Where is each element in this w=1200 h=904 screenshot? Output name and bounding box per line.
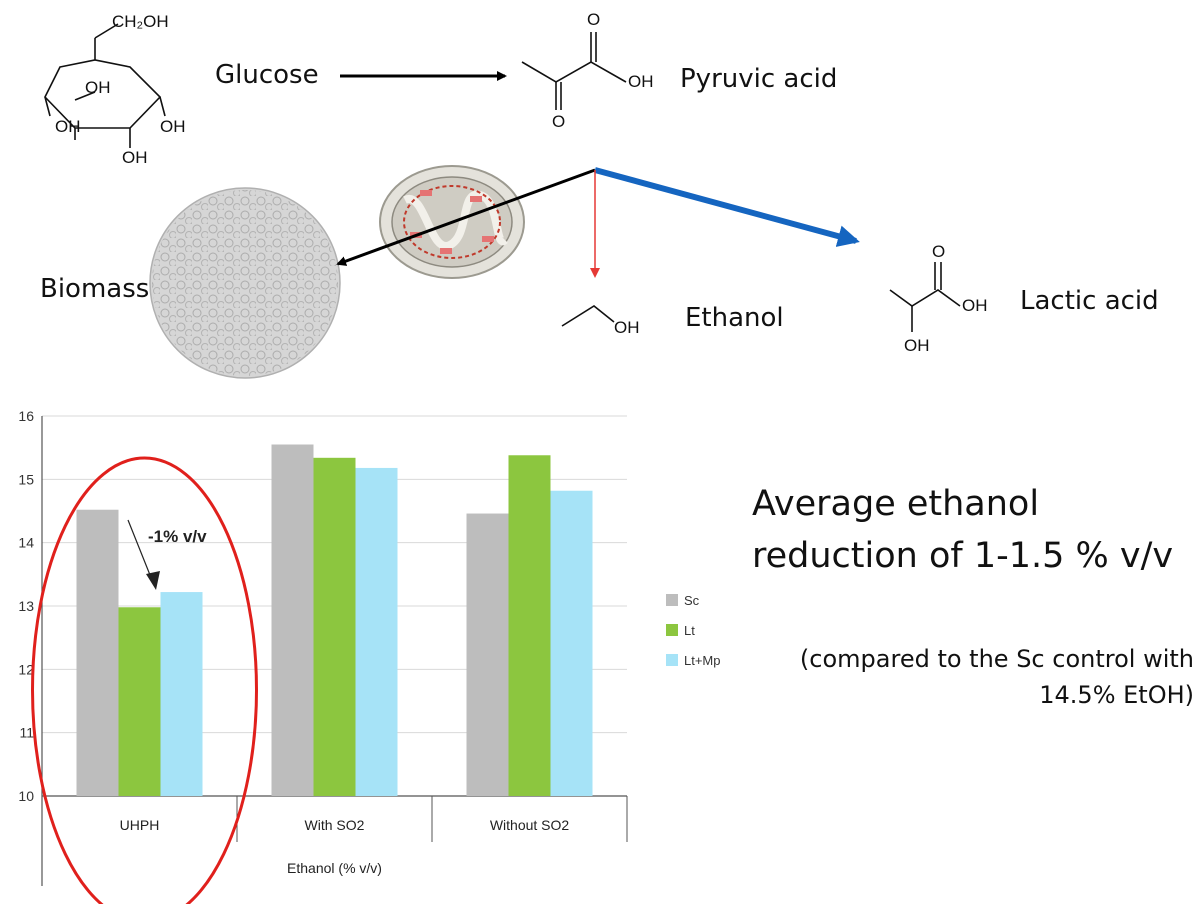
bar bbox=[271, 444, 314, 796]
glucose-label: Glucose bbox=[215, 60, 319, 90]
glucose-oh-1: OH bbox=[85, 78, 111, 97]
comparison-note-line2: 14.5% EtOH) bbox=[1039, 681, 1194, 709]
headline-line1: Average ethanol bbox=[752, 484, 1040, 524]
lactic-oh-bottom: OH bbox=[904, 336, 930, 355]
lactic-acid-label: Lactic acid bbox=[1020, 286, 1159, 316]
glucose-oh-4: OH bbox=[122, 148, 148, 167]
y-tick-label: 15 bbox=[18, 471, 34, 487]
bar bbox=[118, 607, 161, 796]
pyruvic-acid-structure bbox=[521, 32, 627, 110]
pathway-diagram bbox=[44, 23, 961, 379]
annotation-arrow bbox=[127, 519, 153, 581]
x-category-label: With SO2 bbox=[305, 817, 365, 833]
bar bbox=[76, 509, 119, 796]
bar bbox=[355, 467, 398, 796]
annotation-arrowhead bbox=[146, 571, 160, 590]
legend-swatch bbox=[666, 594, 678, 606]
lactic-oh-right: OH bbox=[962, 296, 988, 315]
y-tick-label: 14 bbox=[18, 535, 34, 551]
bar bbox=[160, 592, 203, 796]
bar bbox=[313, 457, 356, 796]
ethanol-structure bbox=[561, 305, 615, 327]
y-tick-label: 10 bbox=[18, 788, 34, 804]
bar bbox=[466, 513, 509, 796]
ethanol-oh: OH bbox=[614, 318, 640, 337]
pyruvic-oh: OH bbox=[628, 72, 654, 91]
x-category-label: UHPH bbox=[120, 817, 160, 833]
headline-line2: reduction of 1-1.5 % v/v bbox=[752, 536, 1174, 576]
y-tick-label: 16 bbox=[18, 408, 34, 424]
pyruvate-to-biomass-arrow bbox=[336, 168, 596, 266]
legend-swatch bbox=[666, 624, 678, 636]
x-axis-title: Ethanol (% v/v) bbox=[287, 860, 382, 876]
x-category-label: Without SO2 bbox=[490, 817, 570, 833]
y-tick-label: 11 bbox=[19, 725, 34, 741]
y-tick-label: 13 bbox=[18, 598, 34, 614]
lactic-o: O bbox=[932, 242, 946, 261]
legend-swatch bbox=[666, 654, 678, 666]
glucose-oh-3: OH bbox=[160, 117, 186, 136]
pyruvic-o-bottom: O bbox=[552, 112, 566, 131]
highlight-ellipse bbox=[31, 456, 258, 904]
glucose-oh-2: OH bbox=[55, 117, 81, 136]
lactic-acid-structure bbox=[889, 262, 961, 332]
legend-label: Lt+Mp bbox=[684, 653, 721, 668]
glucose-ch2oh: CH₂OH bbox=[112, 12, 169, 31]
bar bbox=[508, 455, 551, 796]
y-tick-label: 12 bbox=[18, 661, 34, 677]
glucose-structure bbox=[44, 23, 166, 148]
ethanol-label: Ethanol bbox=[685, 303, 784, 333]
legend-label: Lt bbox=[684, 623, 695, 638]
pyruvate-to-lactic-arrow bbox=[594, 167, 860, 247]
bar bbox=[550, 490, 593, 796]
pyruvic-o-top: O bbox=[587, 10, 601, 29]
yeast-cells-image bbox=[149, 187, 341, 379]
comparison-note-line1: (compared to the Sc control with bbox=[799, 645, 1194, 673]
annotation-label: -1% v/v bbox=[148, 527, 207, 546]
biomass-label: Biomass bbox=[40, 274, 150, 304]
legend-label: Sc bbox=[684, 593, 700, 608]
pyruvic-acid-label: Pyruvic acid bbox=[680, 64, 838, 94]
